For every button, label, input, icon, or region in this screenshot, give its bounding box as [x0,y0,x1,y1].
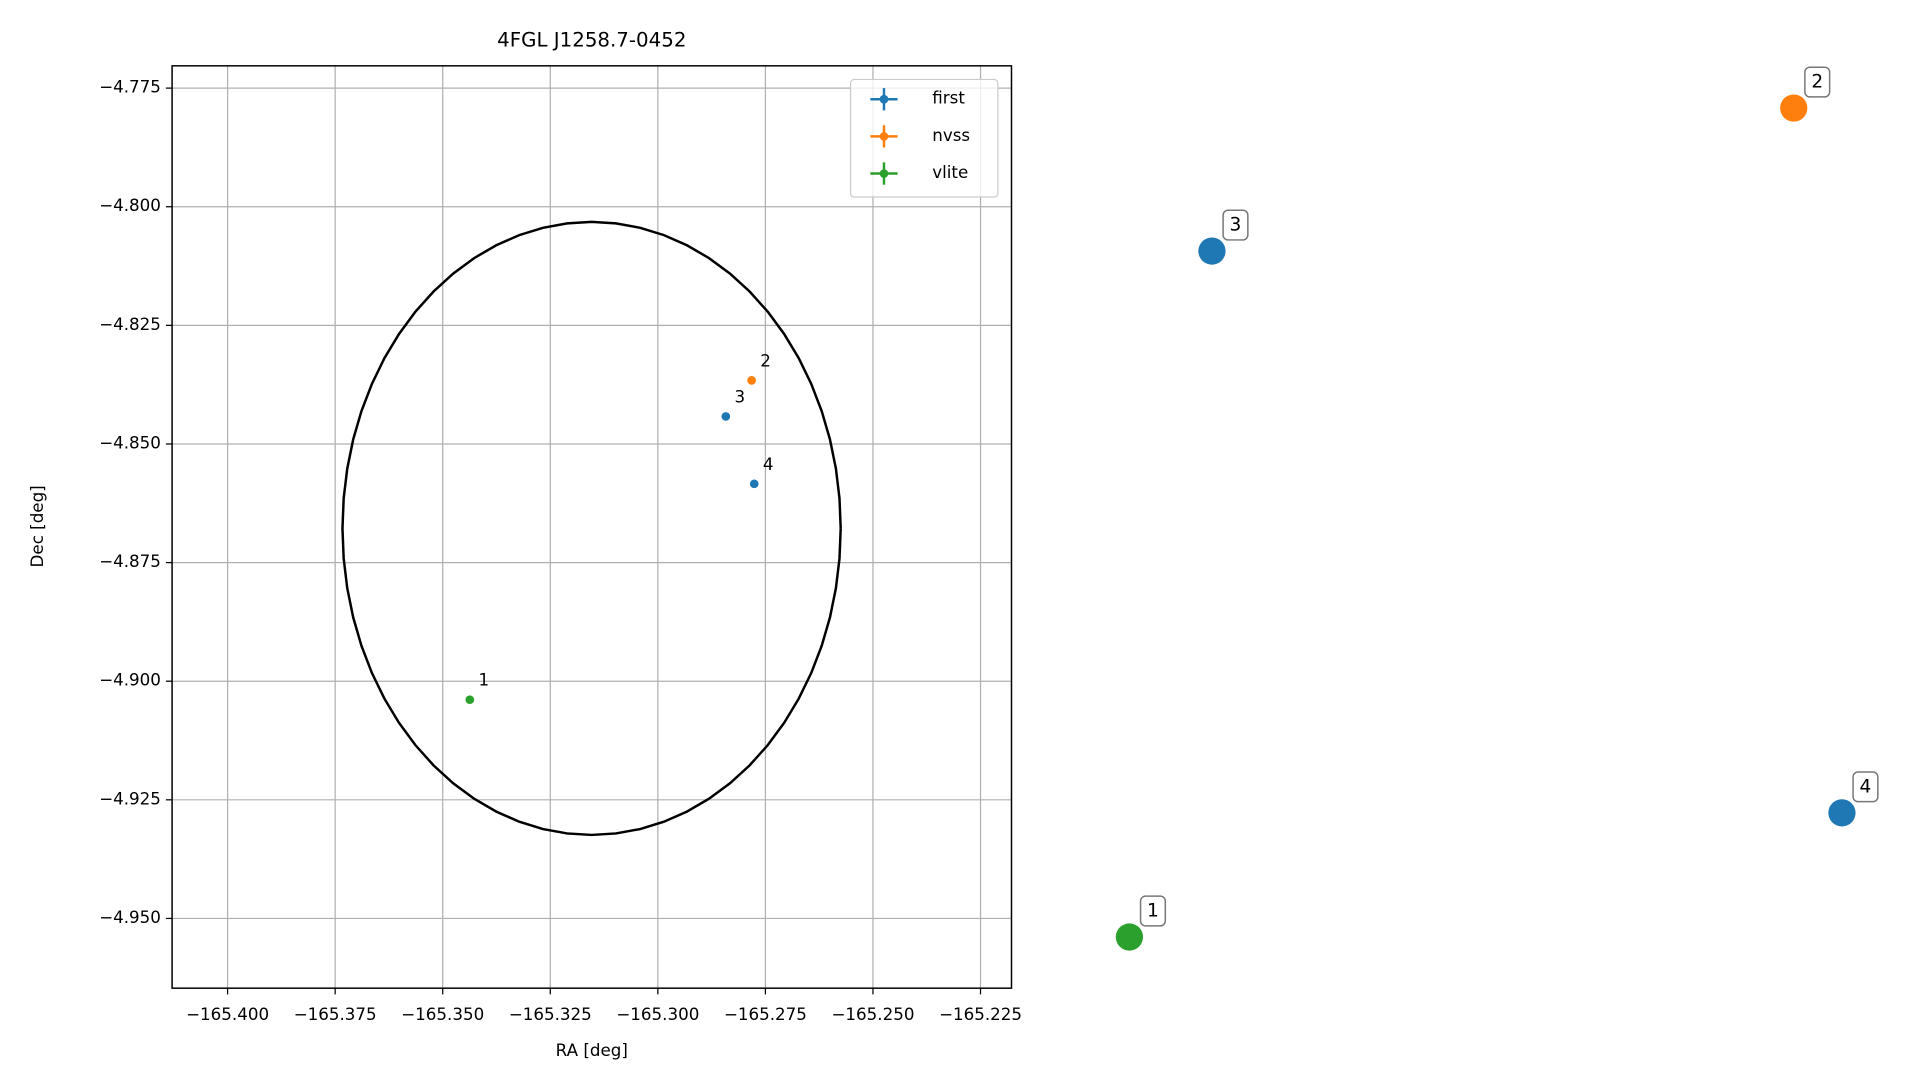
x-tick-label: −165.325 [509,1004,592,1024]
point [1198,237,1226,265]
plot-frame [171,65,1013,989]
x-tick-label: −165.225 [939,1004,1022,1024]
point [749,479,759,489]
ellipse [341,220,842,837]
label-box [1222,209,1249,241]
legend-swatch [879,132,889,141]
chart-title: 4FGL J1258.7-0452 [497,29,686,52]
y-tick-label: −4.950 [99,907,161,927]
point-label: 3 [1230,215,1242,236]
point-label: 1 [478,670,489,690]
point-label: 4 [763,454,774,474]
y-tick-label: −4.900 [99,670,161,690]
x-tick-label: −165.250 [831,1004,914,1024]
y-tick-label: −4.825 [99,314,161,334]
y-tick-label: −4.800 [99,195,161,215]
legend-label: nvss [932,125,970,145]
point-label: 2 [760,350,771,370]
point [465,695,475,705]
y-tick-label: −4.775 [99,77,161,97]
x-tick-label: −165.375 [294,1004,377,1024]
label-box [1139,895,1167,927]
point [1828,799,1856,827]
x-tick-label: −165.350 [401,1004,484,1024]
x-tick-label: −165.300 [616,1004,699,1024]
legend-swatch [879,169,889,178]
x-tick-label: −165.275 [724,1004,807,1024]
y-axis-label: Dec [deg] [27,485,47,567]
point [1780,94,1808,122]
legend-box [849,78,999,198]
label-box [1852,771,1879,803]
y-tick-label: −4.925 [99,788,161,808]
label-box [1804,66,1831,98]
legend-label: first [932,88,965,108]
legend-swatch [879,94,889,104]
point-label: 1 [1147,901,1159,922]
point-label: 2 [1811,72,1823,93]
x-tick-label: −165.400 [186,1004,269,1024]
y-tick-label: −4.850 [99,432,161,452]
y-tick-label: −4.875 [99,551,161,571]
point [721,412,731,421]
point-label: 4 [1860,776,1872,797]
point [747,376,756,385]
legend-label: vlite [932,162,968,182]
x-axis-label: RA [deg] [556,1040,628,1060]
point [1115,923,1144,951]
point-label: 3 [734,386,745,406]
